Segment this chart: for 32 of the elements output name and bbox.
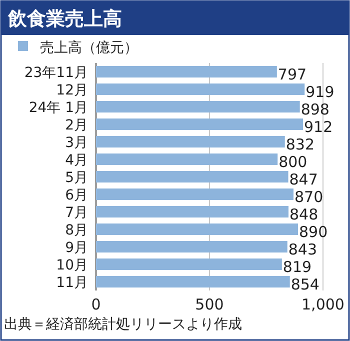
data-label: 890 bbox=[299, 223, 328, 241]
data-label: 848 bbox=[289, 206, 318, 224]
data-label: 898 bbox=[300, 100, 330, 118]
data-label: 800 bbox=[278, 153, 308, 171]
data-label: 870 bbox=[294, 188, 324, 206]
y-tick-label: 6月 bbox=[65, 188, 88, 204]
source-note: 出典＝経済部統計処リリースより作成 bbox=[4, 316, 242, 332]
y-tick-label: 23年11月 bbox=[24, 65, 88, 81]
data-label: 912 bbox=[304, 118, 333, 136]
data-label: 854 bbox=[290, 276, 320, 294]
chart-title: 飲食業売上高 bbox=[7, 8, 122, 30]
y-tick-label: 2月 bbox=[65, 118, 88, 134]
y-tick-label: 7月 bbox=[65, 205, 88, 221]
data-label: 919 bbox=[306, 83, 334, 101]
x-tick-label: 500 bbox=[195, 296, 224, 314]
y-tick-label: 11月 bbox=[56, 275, 88, 291]
data-label: 847 bbox=[289, 170, 318, 188]
y-tick-label: 4月 bbox=[65, 152, 88, 168]
data-label: 819 bbox=[282, 258, 312, 276]
x-tick-label: 0 bbox=[91, 296, 101, 314]
y-tick-label: 12月 bbox=[56, 82, 88, 98]
y-tick-label: 3月 bbox=[65, 135, 88, 151]
data-label: 797 bbox=[278, 66, 307, 84]
y-tick-label: 24年 1月 bbox=[28, 100, 88, 116]
data-label: 832 bbox=[286, 136, 315, 154]
y-tick-label: 9月 bbox=[65, 240, 88, 256]
x-tick-label: 1,000 bbox=[302, 296, 344, 314]
y-tick-label: 8月 bbox=[65, 222, 88, 238]
y-tick-label: 5月 bbox=[65, 170, 88, 186]
data-label: 843 bbox=[288, 240, 317, 258]
y-tick-label: 10月 bbox=[56, 258, 88, 274]
legend-label: 売上高（億元） bbox=[40, 40, 138, 56]
